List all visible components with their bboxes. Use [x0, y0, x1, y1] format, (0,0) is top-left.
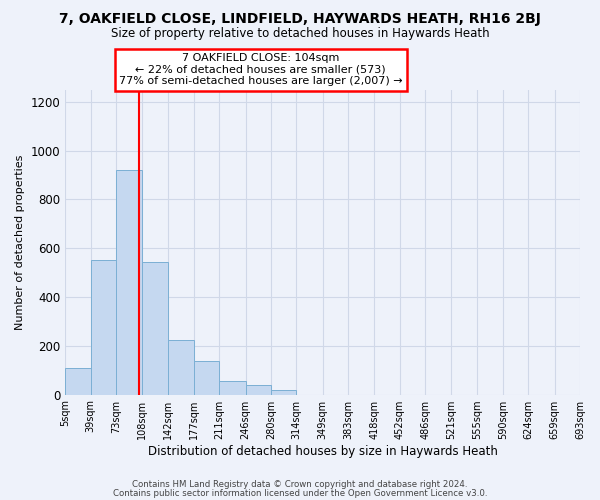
- Bar: [116, 170, 142, 394]
- Text: Contains public sector information licensed under the Open Government Licence v3: Contains public sector information licen…: [113, 490, 487, 498]
- Bar: [91, 260, 116, 394]
- X-axis label: Distribution of detached houses by size in Haywards Heath: Distribution of detached houses by size …: [148, 444, 497, 458]
- Bar: [271, 390, 296, 394]
- Bar: [65, 368, 91, 394]
- Bar: [142, 262, 167, 394]
- Bar: [167, 340, 194, 394]
- Text: Size of property relative to detached houses in Haywards Heath: Size of property relative to detached ho…: [110, 28, 490, 40]
- Bar: [220, 381, 245, 394]
- Text: 7 OAKFIELD CLOSE: 104sqm
← 22% of detached houses are smaller (573)
77% of semi-: 7 OAKFIELD CLOSE: 104sqm ← 22% of detach…: [119, 54, 403, 86]
- Y-axis label: Number of detached properties: Number of detached properties: [15, 154, 25, 330]
- Bar: [194, 361, 220, 394]
- Text: Contains HM Land Registry data © Crown copyright and database right 2024.: Contains HM Land Registry data © Crown c…: [132, 480, 468, 489]
- Bar: [245, 386, 271, 394]
- Text: 7, OAKFIELD CLOSE, LINDFIELD, HAYWARDS HEATH, RH16 2BJ: 7, OAKFIELD CLOSE, LINDFIELD, HAYWARDS H…: [59, 12, 541, 26]
